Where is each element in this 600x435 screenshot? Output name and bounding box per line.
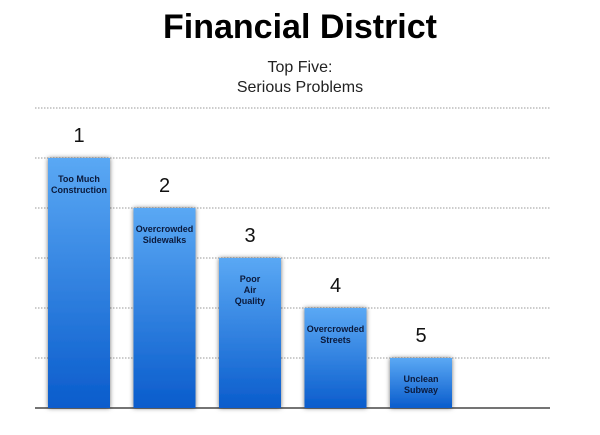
chart-subtitle: Top Five: Serious Problems [236,59,364,96]
bar-label: Poor Air Quality [234,274,266,306]
rank-label: 5 [415,325,427,347]
bar [390,358,452,408]
chart-title: Financial District [163,8,437,46]
bar [133,208,196,408]
bar-label: Overcrowded Streets [306,324,365,345]
rank-label: 2 [158,175,171,197]
bar-label: Unclean Subway [403,374,439,395]
rank-label: 1 [73,125,85,147]
bar [304,308,367,408]
bar-label: Overcrowded Sidewalks [135,224,194,245]
rank-label: 3 [244,225,256,247]
bar-label: Too Much Construction [51,174,107,195]
rank-label: 4 [329,275,342,297]
bar [48,158,110,408]
bar [219,258,281,408]
